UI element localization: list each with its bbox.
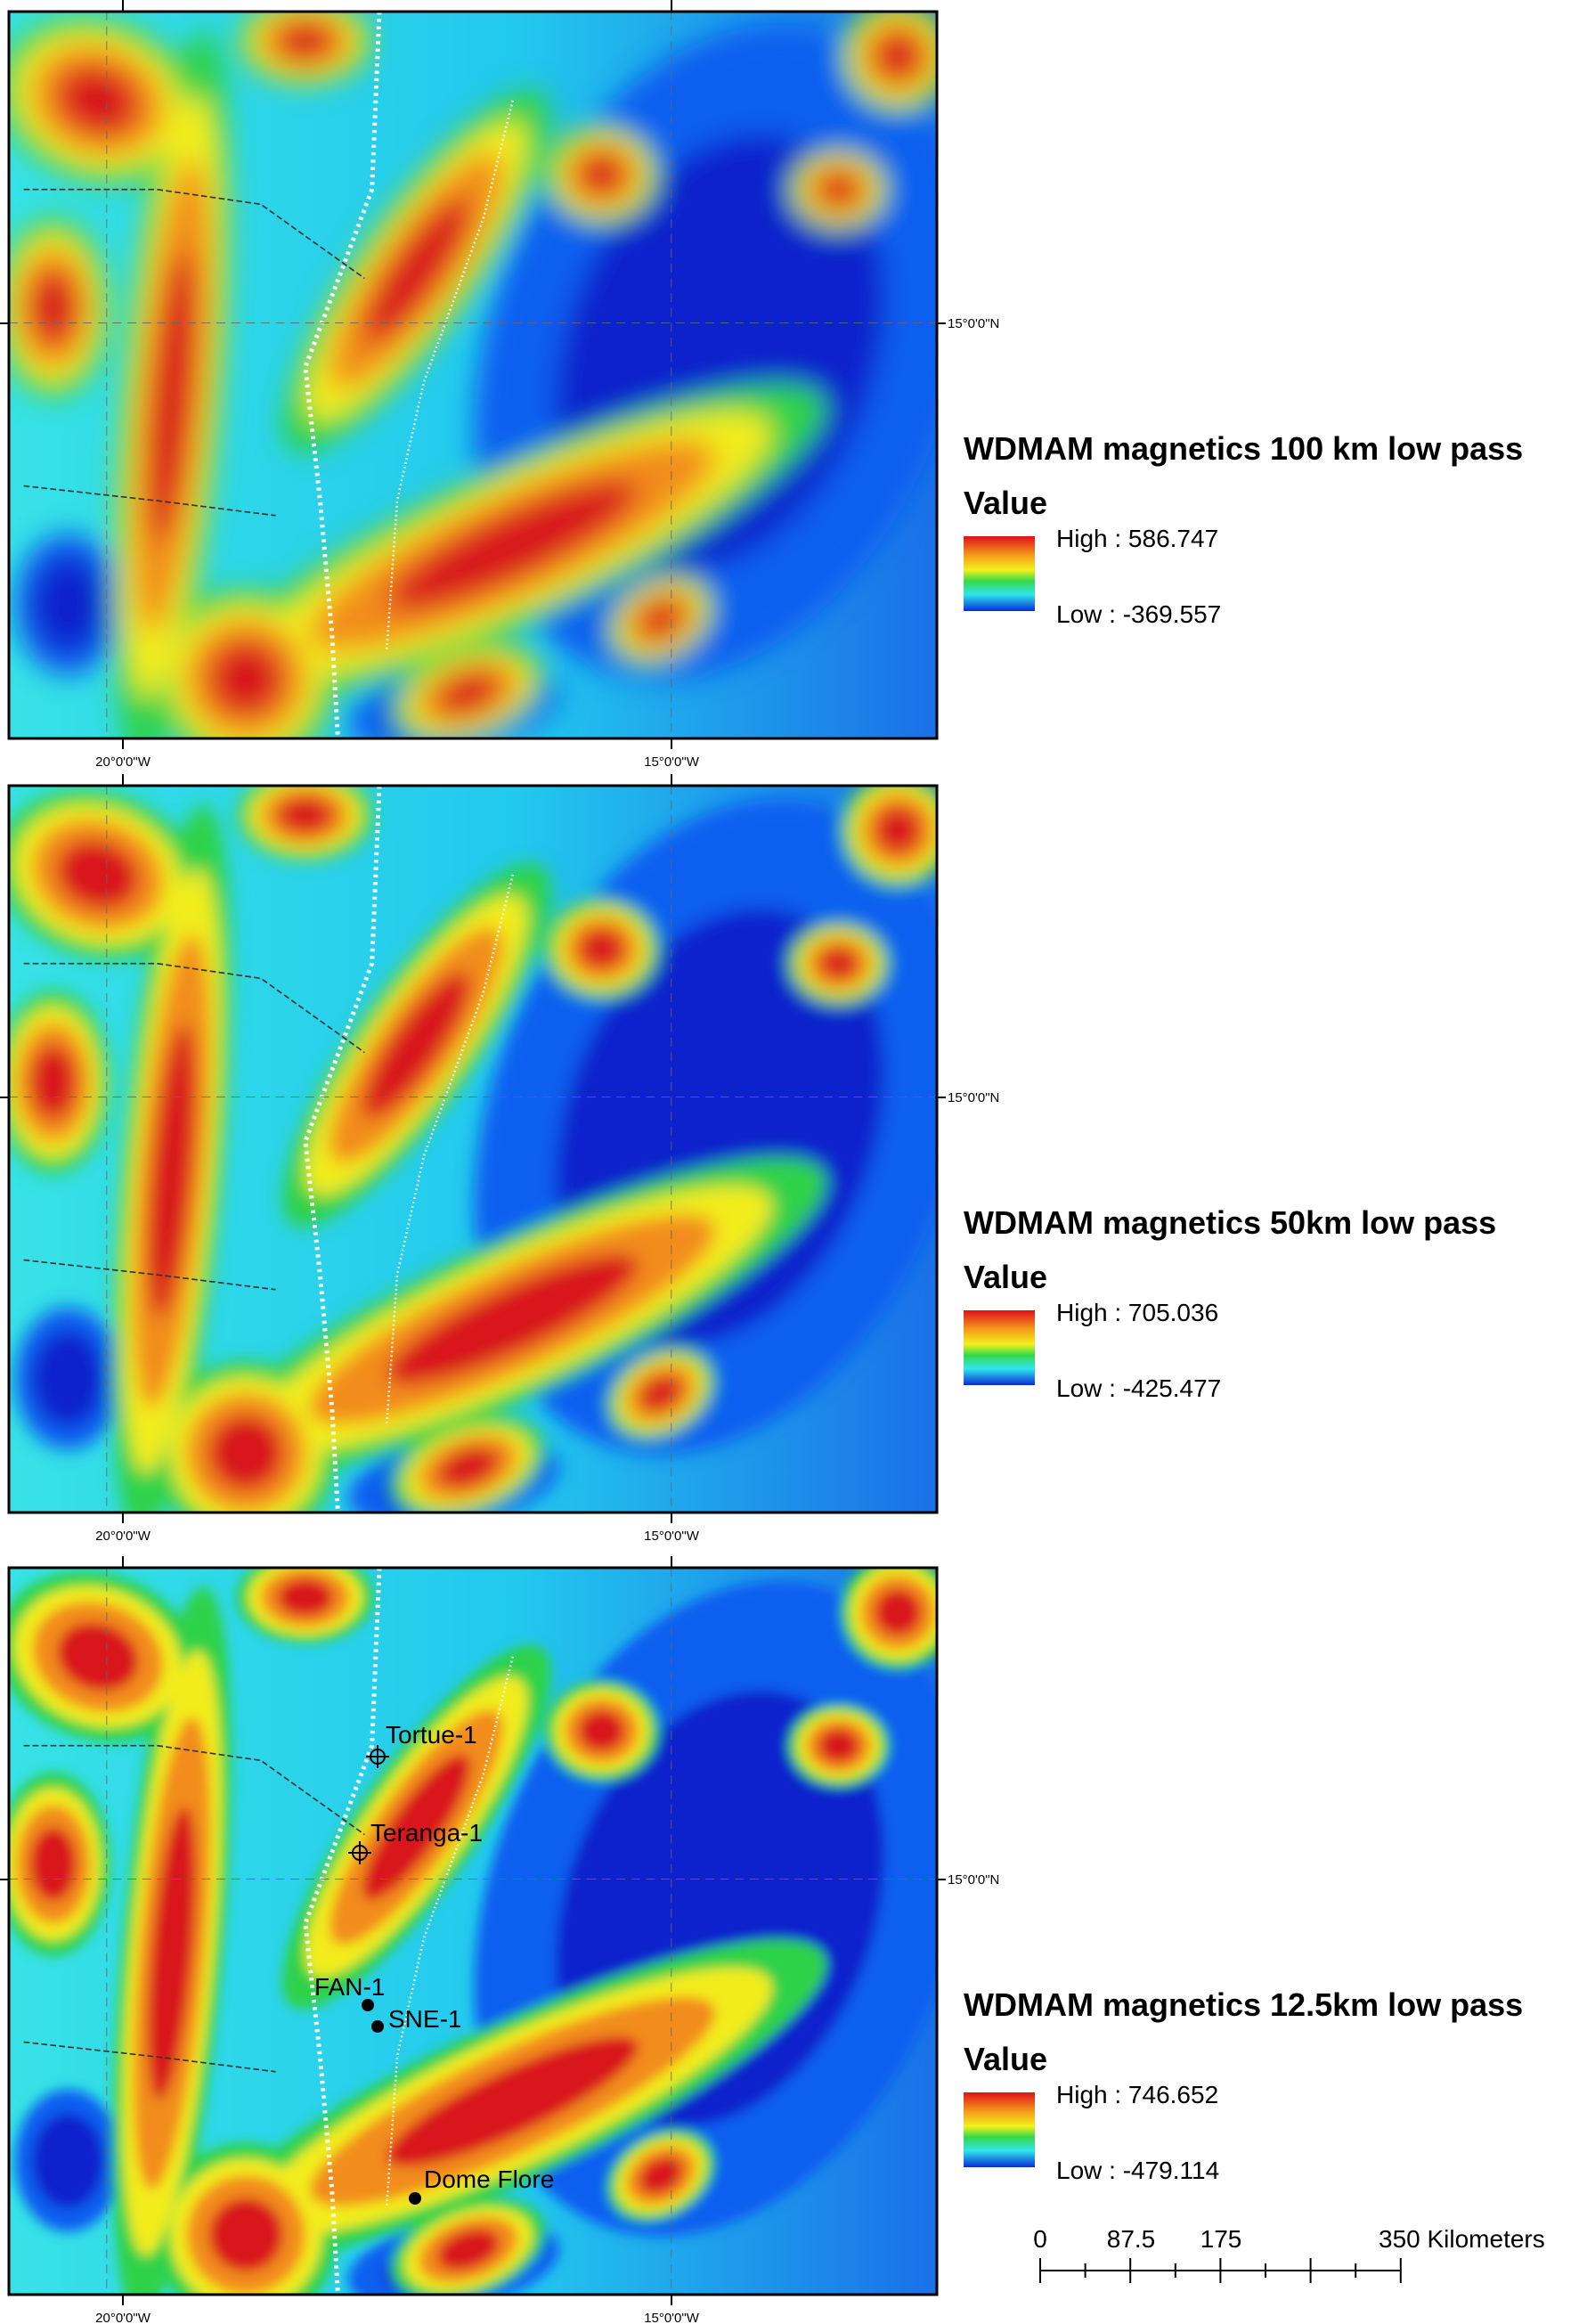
well-label: Teranga-1: [370, 1819, 483, 1847]
high-anomaly: [209, 2198, 283, 2272]
legend-label: Value: [964, 485, 1047, 521]
page: {"panels": [ {"title": "WDMAM magnetics …: [0, 0, 1587, 2324]
map: [0, 1512, 1053, 2324]
high-anomaly: [875, 807, 922, 853]
well-marker: [362, 1999, 374, 2011]
legend-high: High : 586.747: [1056, 525, 1218, 552]
latitude-label: 15°0'0"N: [948, 1090, 999, 1105]
longitude-label: 20°0'0"W: [95, 754, 151, 770]
longitude-label: 20°0'0"W: [95, 1529, 151, 1544]
latitude-label: 15°0'0"N: [948, 1872, 999, 1888]
low-anomaly: [33, 2113, 104, 2207]
well-label: FAN-1: [314, 1973, 385, 2001]
map: [0, 730, 1053, 1545]
legend-low: Low : -479.114: [1056, 2157, 1219, 2184]
high-anomaly: [209, 642, 283, 716]
latitude-label: 15°0'0"N: [948, 316, 999, 331]
well-label: SNE-1: [388, 2005, 461, 2033]
legend-title: WDMAM magnetics 100 km low pass: [964, 430, 1523, 467]
low-anomaly: [33, 557, 104, 651]
high-anomaly: [818, 947, 859, 980]
scale-label: 87.5: [1107, 2225, 1156, 2253]
color-ramp: [964, 1310, 1035, 1385]
high-anomaly: [278, 797, 333, 834]
high-anomaly: [818, 173, 859, 206]
well-label: Tortue-1: [386, 1721, 477, 1749]
color-ramp: [964, 2092, 1035, 2167]
high-anomaly: [30, 272, 77, 346]
high-anomaly: [818, 1729, 859, 1762]
high-anomaly: [30, 1828, 77, 1902]
longitude-label: 15°0'0"W: [644, 2311, 700, 2324]
longitude-label: 20°0'0"W: [95, 2311, 151, 2324]
longitude-label: 15°0'0"W: [644, 1529, 700, 1544]
longitude-label: 15°0'0"W: [644, 754, 700, 770]
high-anomaly: [875, 1589, 922, 1635]
low-anomaly: [33, 1331, 104, 1425]
high-anomaly: [875, 33, 922, 79]
scale-label: 0: [1033, 2225, 1047, 2253]
high-anomaly: [278, 1579, 333, 1616]
well-marker: [409, 2192, 421, 2205]
legend-high: High : 746.652: [1056, 2081, 1218, 2108]
figure: 20°0'0"W 15°0'0"W 15°0'0"N WDMAM magnetics …: [0, 0, 1587, 2324]
legend-title: WDMAM magnetics 50km low pass: [964, 1204, 1496, 1241]
legend-title: WDMAM magnetics 12.5km low pass: [964, 1986, 1523, 2023]
legend-label: Value: [964, 1259, 1047, 1295]
high-anomaly: [30, 1046, 77, 1120]
legend-low: Low : -425.477: [1056, 1374, 1221, 1402]
well-label: Dome Flore: [424, 2165, 554, 2193]
high-anomaly: [579, 154, 625, 194]
high-anomaly: [278, 23, 333, 60]
legend-high: High : 705.036: [1056, 1299, 1218, 1326]
scale-label: 350 Kilometers: [1379, 2225, 1545, 2253]
legend-label: Value: [964, 2041, 1047, 2077]
high-anomaly: [579, 1710, 625, 1750]
map: [0, 0, 1053, 771]
high-anomaly: [579, 928, 625, 968]
scale-label: 175: [1200, 2225, 1242, 2253]
color-ramp: [964, 536, 1035, 611]
legend-low: Low : -369.557: [1056, 600, 1221, 628]
high-anomaly: [209, 1416, 283, 1490]
well-marker: [371, 2020, 384, 2033]
